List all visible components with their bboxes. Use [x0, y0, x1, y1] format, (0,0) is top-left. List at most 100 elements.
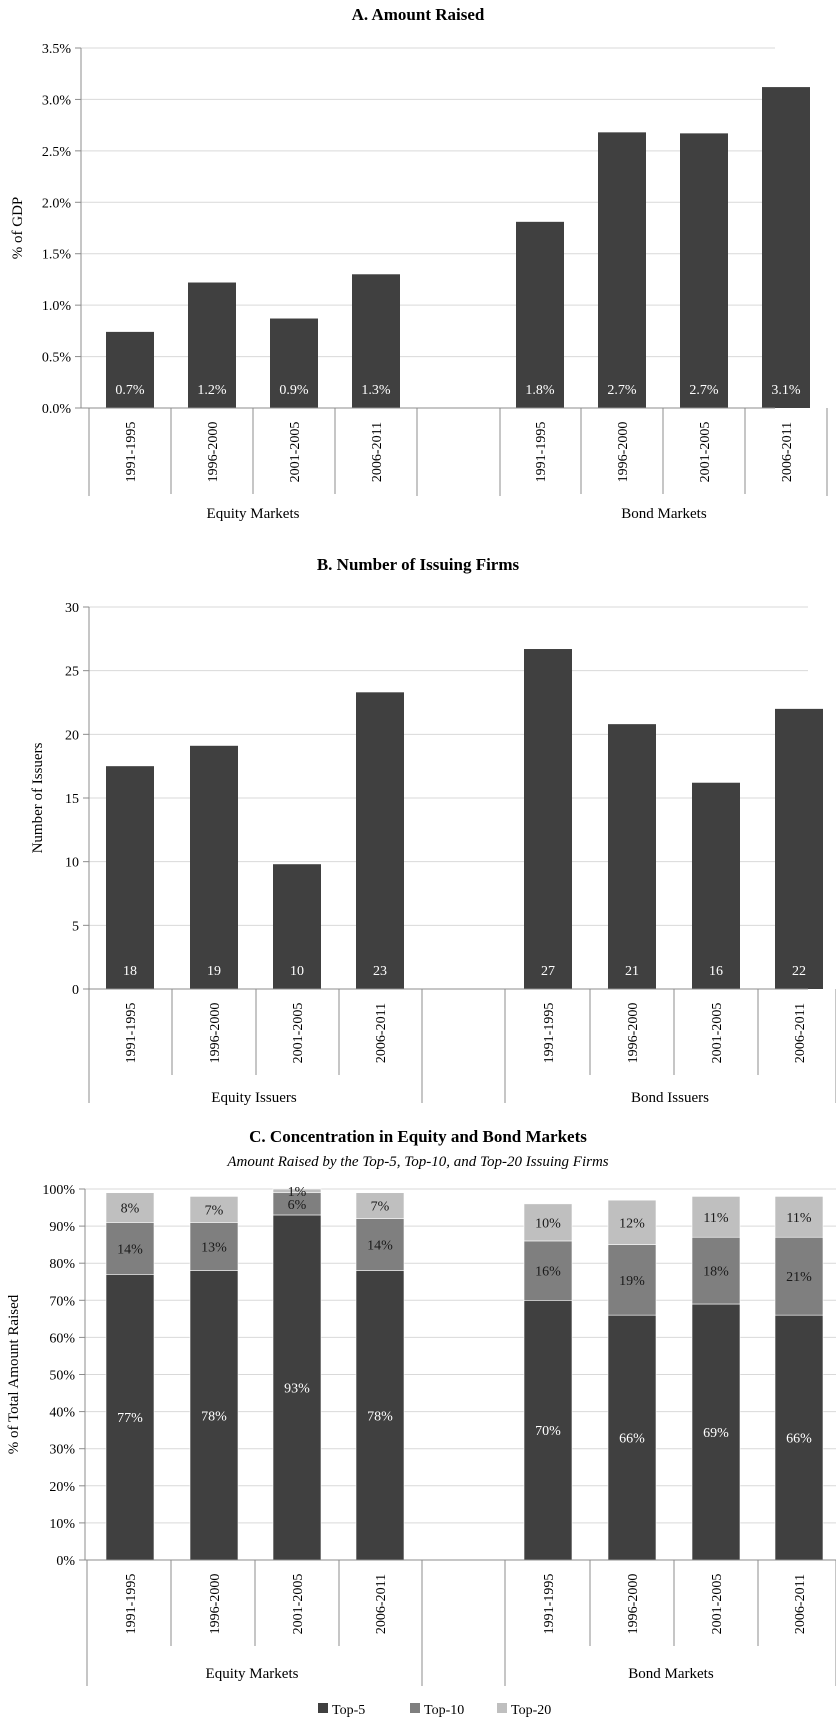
bar-segment-top-20	[774, 1196, 824, 1238]
bar-value-label: 1.3%	[361, 383, 391, 398]
bar-segment-top-20	[523, 1203, 573, 1242]
x-category-label: 2001-2005	[291, 1003, 306, 1064]
bar-value-label: 23	[373, 964, 387, 979]
bar-value-label: 22	[792, 964, 806, 979]
bar-segment-top-10	[774, 1236, 824, 1316]
chart-title: C. Concentration in Equity and Bond Mark…	[249, 1127, 587, 1146]
x-group-label: Bond Markets	[621, 506, 707, 522]
y-tick-label: 100%	[42, 1183, 75, 1198]
segment-value-label: 77%	[117, 1411, 143, 1426]
bar-value-label: 0.7%	[115, 383, 145, 398]
bar-segment-top-10	[691, 1236, 741, 1305]
legend-swatch	[497, 1703, 507, 1713]
chart-panel-a: A. Amount Raised 0.0% 0.5% 1.0% 1.5% 2.0% 2.5%…	[10, 5, 828, 522]
y-tick-label: 20%	[49, 1480, 75, 1495]
chart-subtitle: Amount Raised by the Top-5, Top-10, and …	[226, 1154, 608, 1170]
segment-value-label: 18%	[703, 1265, 729, 1280]
bar-value-label: 21	[625, 964, 639, 979]
bar-segment-top-20	[105, 1192, 155, 1223]
x-category-label: 1996-2000	[616, 422, 631, 483]
segment-value-label: 8%	[121, 1202, 140, 1217]
y-tick-label: 0%	[56, 1554, 75, 1569]
segment-value-label: 6%	[288, 1198, 307, 1213]
segment-value-label: 19%	[619, 1274, 645, 1289]
bar-segment-top-20	[355, 1192, 405, 1219]
x-category-label: 1991-1995	[534, 422, 549, 483]
x-category-label: 1996-2000	[626, 1003, 641, 1064]
bar	[273, 864, 321, 989]
segment-value-label: 66%	[786, 1432, 812, 1447]
y-tick-label: 3.5%	[42, 42, 72, 57]
x-category-label: 2001-2005	[291, 1574, 306, 1635]
x-category-label: 2001-2005	[698, 422, 713, 483]
bar	[608, 724, 656, 989]
bar	[680, 133, 728, 408]
y-tick-label: 60%	[49, 1331, 75, 1346]
x-category-label: 1991-1995	[124, 422, 139, 483]
bar-segment-top-5	[774, 1314, 824, 1561]
bar	[775, 708, 823, 989]
bar-value-label: 0.9%	[279, 383, 309, 398]
y-tick-label: 70%	[49, 1294, 75, 1309]
x-group-label: Equity Markets	[207, 506, 300, 522]
y-tick-label: 0.0%	[42, 402, 72, 417]
segment-value-label: 78%	[201, 1409, 227, 1424]
bar-segment-top-20	[189, 1196, 239, 1223]
legend-swatch	[410, 1703, 420, 1713]
bar-segment-top-5	[523, 1300, 573, 1561]
bar-segment-top-10	[355, 1218, 405, 1271]
bar-value-label: 16	[709, 964, 723, 979]
segment-value-label: 14%	[367, 1239, 393, 1254]
chart-panel-c: C. Concentration in Equity and Bond Mark…	[6, 1127, 836, 1718]
bar-value-label: 2.7%	[607, 383, 637, 398]
x-category-label: 1996-2000	[208, 1003, 223, 1064]
segment-value-label: 14%	[117, 1242, 143, 1257]
bar	[692, 782, 740, 989]
x-category-label: 1996-2000	[626, 1574, 641, 1635]
segment-value-label: 11%	[786, 1211, 811, 1226]
legend: Top-5 Top-10 Top-20	[318, 1703, 551, 1718]
bar	[762, 87, 810, 408]
x-category-label: 1996-2000	[208, 1574, 223, 1635]
x-category-label: 2001-2005	[710, 1003, 725, 1064]
bar	[106, 766, 154, 989]
x-category-label: 2006-2011	[780, 422, 795, 482]
y-tick-label: 5	[72, 919, 79, 934]
bar-segment-top-20	[272, 1188, 322, 1194]
legend-swatch	[318, 1703, 328, 1713]
bar	[188, 282, 236, 408]
bar-segment-top-20	[607, 1199, 657, 1245]
x-group-label: Equity Markets	[206, 1666, 299, 1682]
x-group-label: Equity Issuers	[211, 1090, 297, 1106]
bar-value-label: 1.2%	[197, 383, 227, 398]
y-tick-label: 50%	[49, 1369, 75, 1384]
y-axis-label: % of Total Amount Raised	[6, 1294, 22, 1454]
segment-value-label: 78%	[367, 1409, 393, 1424]
bar	[356, 692, 404, 989]
chart-title: A. Amount Raised	[352, 5, 485, 24]
bar-value-label: 10	[290, 964, 304, 979]
bar-segment-top-5	[355, 1270, 405, 1561]
bar-segment-top-5	[607, 1314, 657, 1561]
y-tick-label: 0	[72, 983, 79, 998]
bar	[270, 318, 318, 408]
segment-value-label: 93%	[284, 1381, 310, 1396]
bar-segment-top-20	[691, 1196, 741, 1238]
x-category-label: 1996-2000	[206, 422, 221, 483]
x-category-label: 1991-1995	[124, 1003, 139, 1064]
y-tick-label: 30%	[49, 1443, 75, 1458]
y-tick-label: 0.5%	[42, 351, 72, 366]
segment-value-label: 70%	[535, 1424, 561, 1439]
legend-label: Top-20	[511, 1703, 551, 1718]
bar-value-label: 1.8%	[525, 383, 555, 398]
y-tick-label: 10%	[49, 1517, 75, 1532]
segment-value-label: 12%	[619, 1216, 645, 1231]
x-category-label: 1991-1995	[542, 1003, 557, 1064]
segment-value-label: 7%	[205, 1203, 224, 1218]
y-tick-label: 2.0%	[42, 196, 72, 211]
y-tick-label: 25	[65, 665, 79, 680]
x-category-label: 2006-2011	[374, 1003, 389, 1063]
segment-value-label: 10%	[535, 1216, 561, 1231]
y-tick-label: 1.0%	[42, 299, 72, 314]
